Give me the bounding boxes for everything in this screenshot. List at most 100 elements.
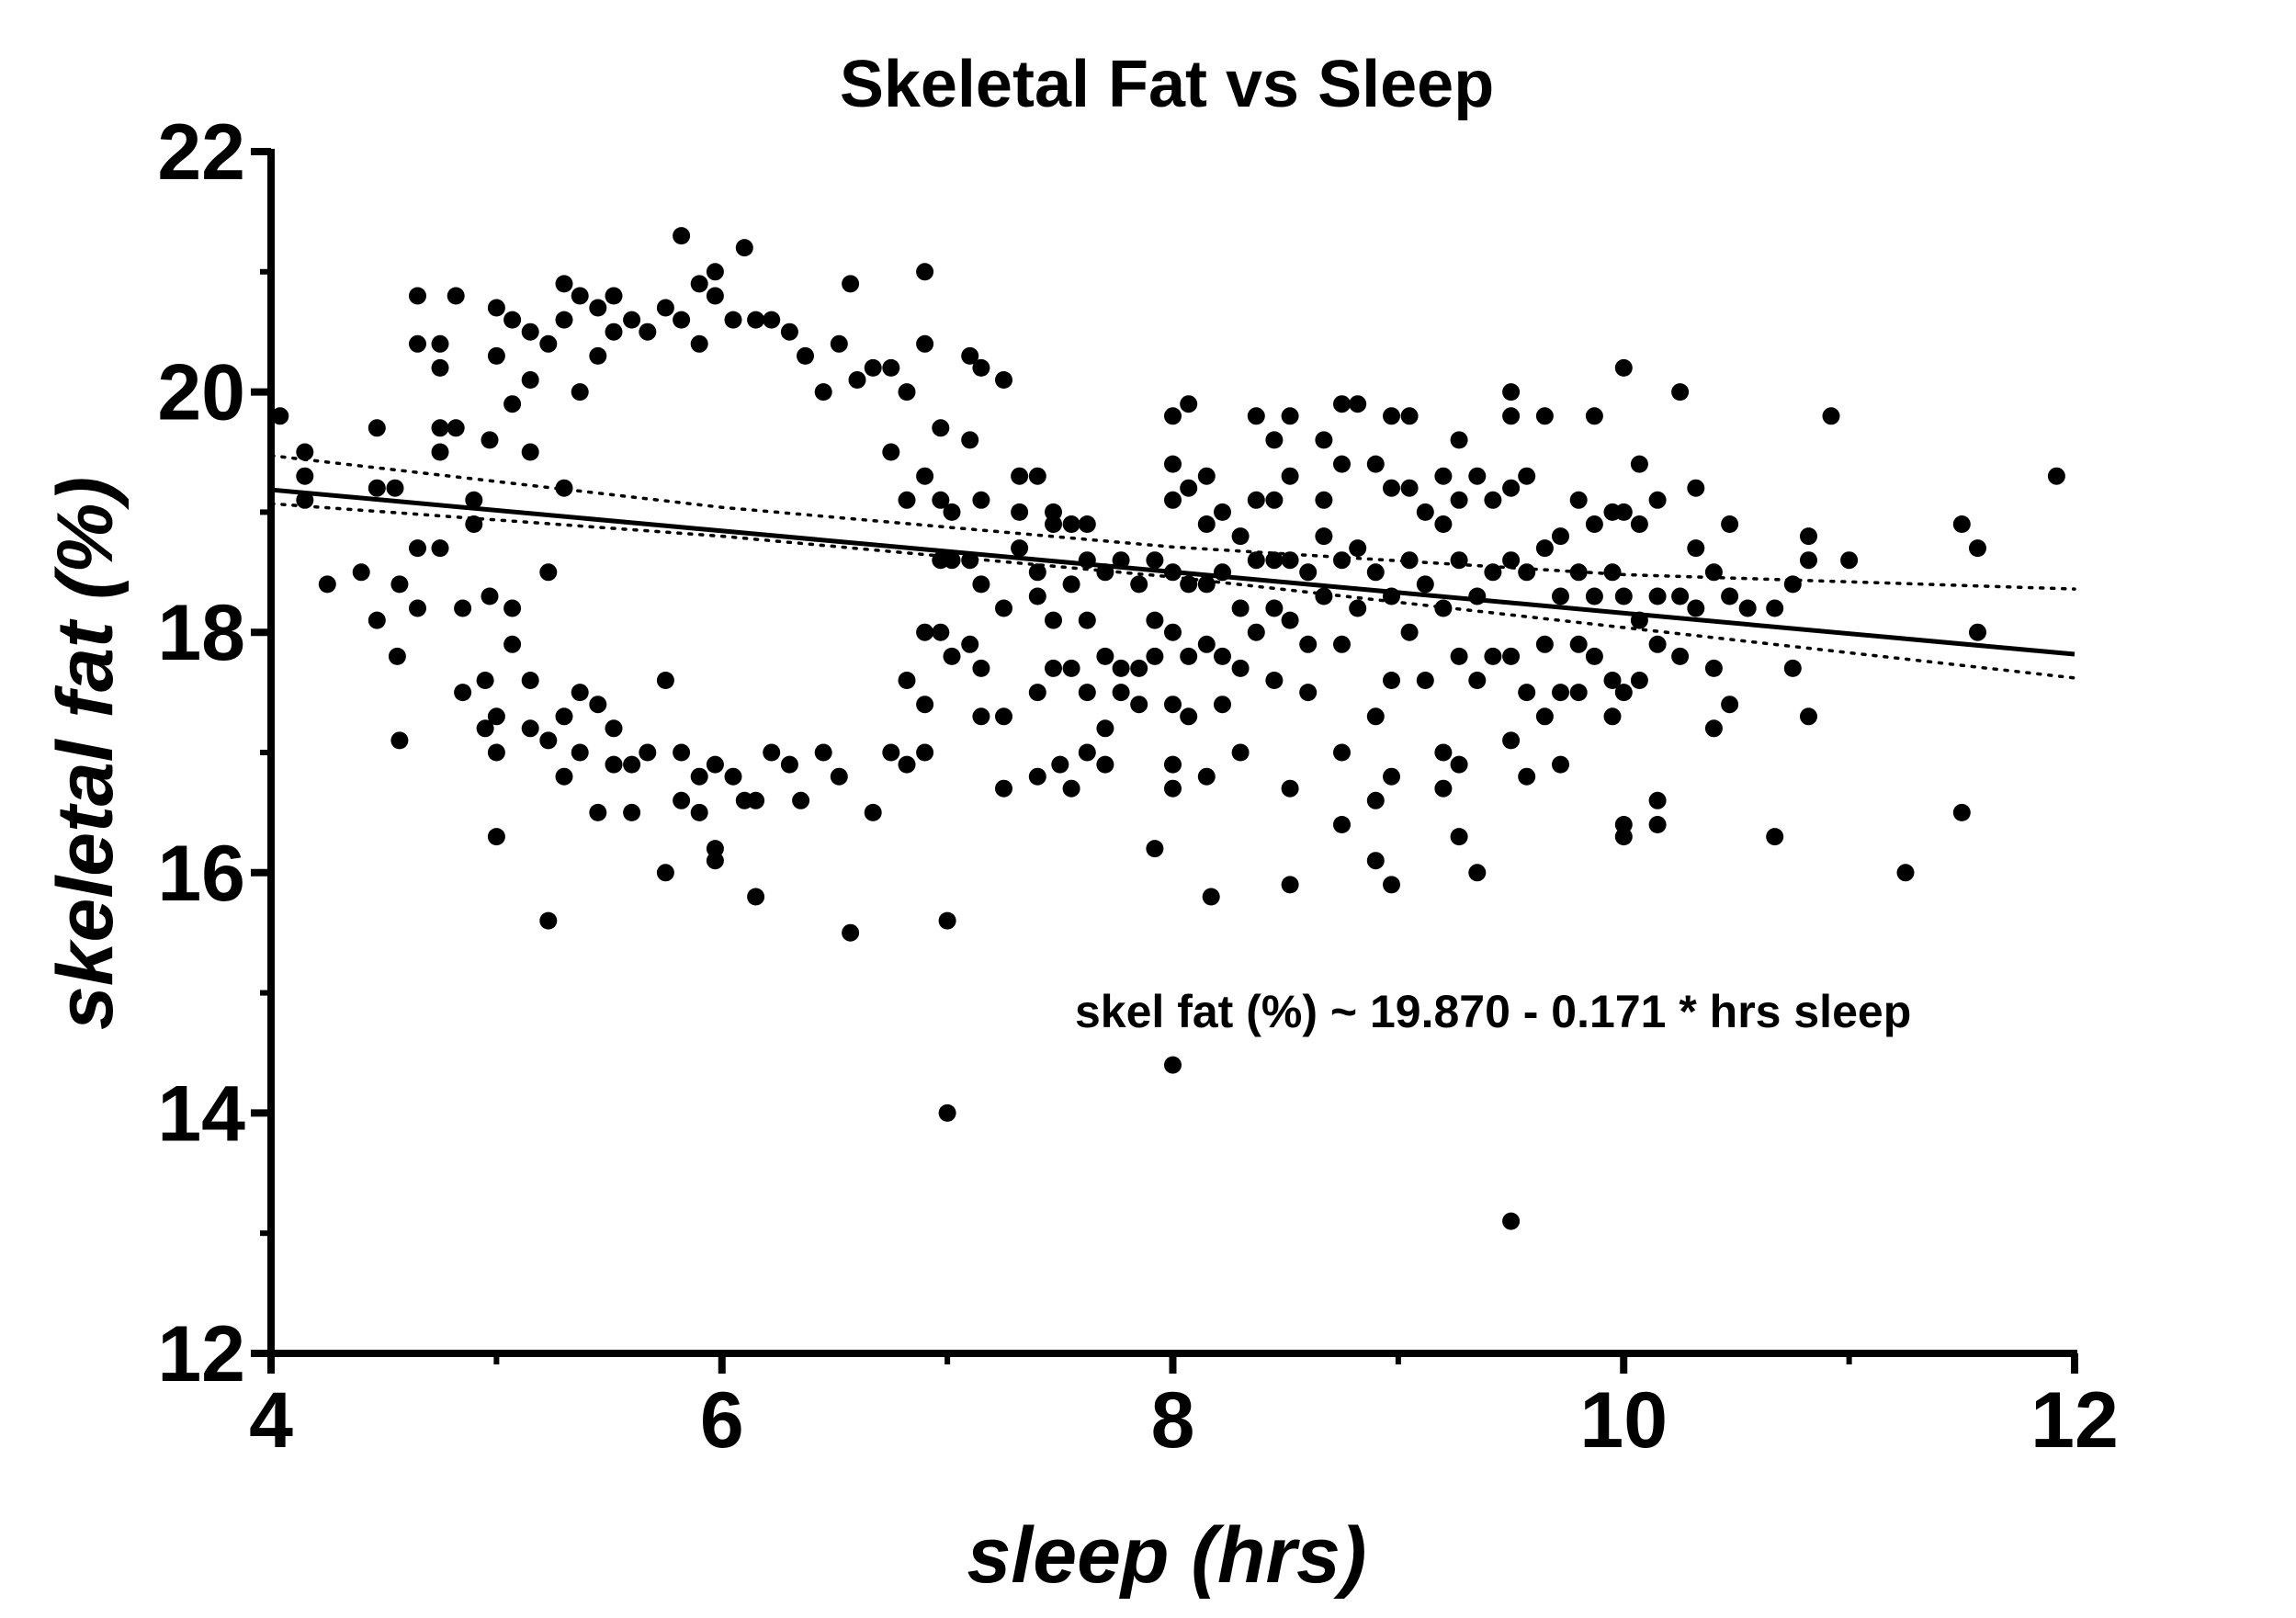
data-point: [1096, 719, 1114, 738]
data-point: [1603, 707, 1622, 726]
data-point: [447, 419, 465, 437]
data-point: [1648, 491, 1667, 509]
data-point: [1766, 599, 1784, 617]
data-point: [1800, 551, 1817, 570]
data-point: [747, 888, 765, 906]
data-point: [1648, 587, 1667, 605]
data-point: [1383, 407, 1400, 425]
data-point: [1484, 563, 1502, 582]
data-point: [763, 743, 781, 762]
confidence-band-upper: [269, 454, 2076, 591]
data-point: [1614, 828, 1633, 846]
data-point: [961, 431, 979, 449]
data-point: [747, 791, 765, 809]
data-point: [1281, 467, 1299, 485]
data-point: [1265, 672, 1284, 689]
data-point: [1648, 635, 1667, 653]
data-point: [481, 587, 499, 605]
data-point: [409, 287, 426, 305]
data-point: [656, 864, 674, 882]
data-point: [1502, 731, 1521, 750]
data-point: [1502, 407, 1521, 425]
data-point: [1434, 743, 1453, 762]
data-point: [1535, 707, 1554, 726]
data-point: [1704, 719, 1723, 738]
data-point: [1416, 503, 1434, 521]
data-point: [673, 743, 691, 762]
data-point: [763, 311, 781, 329]
data-point: [487, 828, 505, 846]
data-point: [1281, 611, 1299, 629]
data-point: [1502, 479, 1521, 497]
data-point: [1738, 599, 1757, 617]
data-point: [539, 911, 558, 930]
data-point: [1315, 587, 1333, 605]
data-point: [1202, 888, 1220, 906]
data-point: [431, 443, 449, 461]
data-point: [1214, 696, 1231, 714]
data-point: [1648, 791, 1667, 809]
data-point: [555, 311, 573, 329]
data-point: [1569, 635, 1588, 653]
data-point: [1366, 852, 1385, 870]
data-point: [1045, 515, 1062, 533]
data-point: [503, 395, 522, 413]
data-point: [1721, 515, 1739, 533]
data-point: [1247, 551, 1265, 570]
data-point: [1062, 515, 1080, 533]
data-point: [1333, 743, 1351, 762]
data-point: [1164, 755, 1182, 774]
data-point: [1130, 659, 1148, 677]
data-point: [1502, 551, 1521, 570]
data-point: [1687, 539, 1705, 558]
data-point: [431, 358, 449, 377]
data-point: [1315, 527, 1333, 546]
y-tick-label: 12: [157, 1310, 245, 1398]
data-point: [1214, 647, 1231, 665]
data-point: [1434, 467, 1453, 485]
x-tick-label: 10: [1579, 1376, 1668, 1465]
data-point: [1011, 539, 1029, 558]
data-point: [830, 767, 848, 786]
data-point: [673, 791, 691, 809]
data-point: [1247, 491, 1265, 509]
data-point: [1299, 684, 1318, 702]
data-point: [1800, 527, 1817, 546]
data-point: [1502, 1212, 1521, 1230]
data-point: [706, 755, 724, 774]
data-point: [623, 803, 641, 821]
data-point: [1614, 684, 1633, 702]
data-point: [431, 419, 449, 437]
data-point: [1164, 623, 1182, 641]
data-point: [1315, 491, 1333, 509]
data-point: [1766, 828, 1784, 846]
data-point: [605, 287, 623, 305]
data-point: [1112, 551, 1130, 570]
data-point: [1614, 587, 1633, 605]
data-point: [1450, 551, 1468, 570]
data-point: [1671, 383, 1690, 402]
data-point: [1349, 539, 1367, 558]
x-tick-label: 4: [249, 1376, 293, 1465]
data-point: [1197, 767, 1216, 786]
data-point: [481, 431, 499, 449]
data-point: [1231, 599, 1250, 617]
data-point: [589, 803, 607, 821]
data-point: [1333, 395, 1351, 413]
data-point: [1450, 828, 1468, 846]
data-point: [1281, 779, 1299, 798]
data-point: [476, 672, 494, 689]
data-point: [271, 407, 289, 425]
data-point: [1349, 395, 1367, 413]
data-point: [898, 672, 916, 689]
data-point: [1164, 455, 1182, 473]
data-point: [972, 358, 990, 377]
data-point: [454, 599, 472, 617]
data-point: [352, 563, 370, 582]
data-point: [639, 322, 657, 341]
data-point: [1146, 551, 1164, 570]
data-point: [972, 707, 990, 726]
data-point: [706, 852, 724, 870]
data-point: [1585, 647, 1603, 665]
data-point: [1231, 527, 1250, 546]
